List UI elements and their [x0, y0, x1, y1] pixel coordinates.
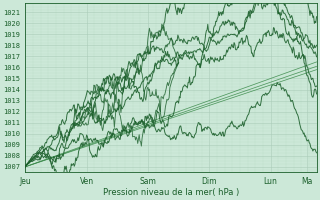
X-axis label: Pression niveau de la mer( hPa ): Pression niveau de la mer( hPa ) [103, 188, 239, 197]
